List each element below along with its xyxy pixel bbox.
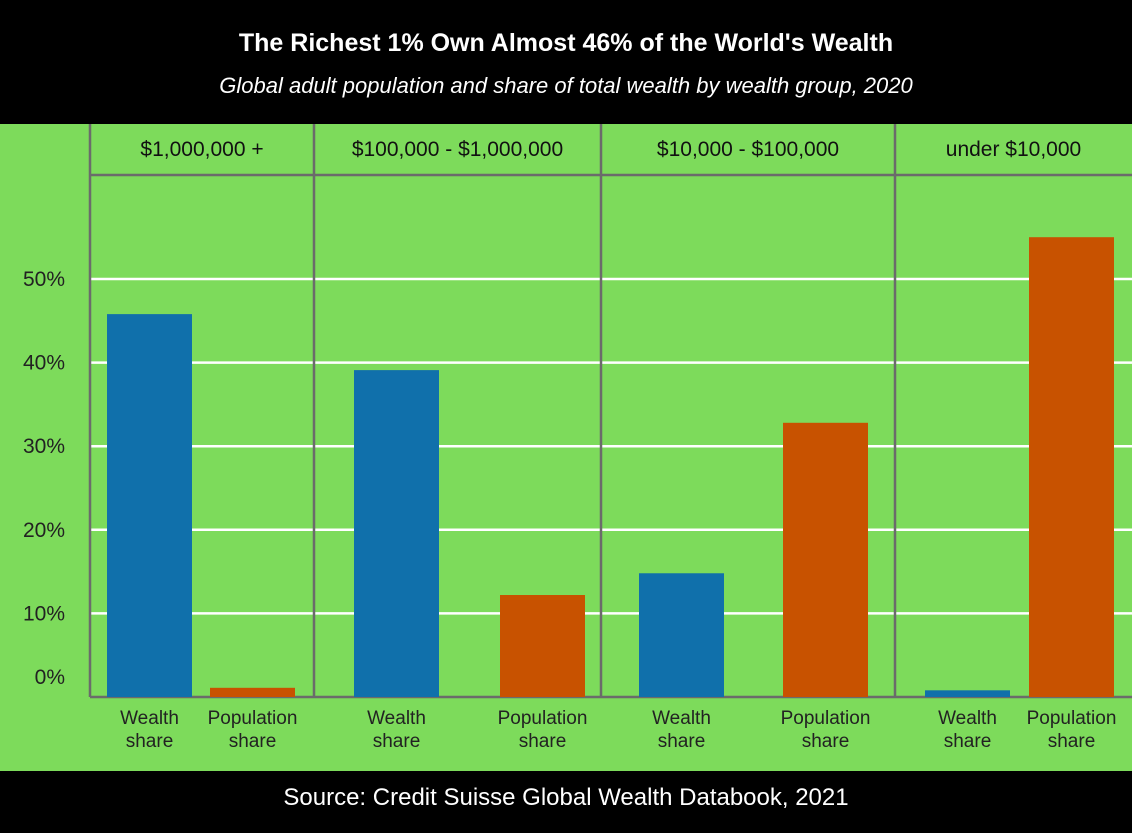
group-label: $1,000,000 + [140,138,263,161]
population-share-bar [500,595,585,697]
bar-category-label: share [229,731,277,752]
y-tick-label: 0% [35,666,65,689]
bar-category-label: share [944,731,992,752]
bar-category-label: share [373,731,421,752]
bar-category-label: share [658,731,706,752]
bar-category-label: Wealth [652,708,711,729]
wealth-share-bar [925,690,1010,697]
population-share-bar [1029,237,1114,697]
chart-title: The Richest 1% Own Almost 46% of the Wor… [238,29,894,57]
population-share-bar [783,422,868,697]
bar-category-label: Population [208,708,298,729]
bar-category-label: Population [498,708,588,729]
chart-subtitle: Global adult population and share of tot… [219,73,913,98]
bar-category-label: share [1048,731,1096,752]
wealth-share-bar [107,314,192,697]
y-tick-label: 10% [23,602,65,625]
bar-category-label: Population [1027,708,1117,729]
group-label: under $10,000 [946,138,1081,161]
group-label: $100,000 - $1,000,000 [352,138,563,161]
y-tick-label: 30% [23,435,65,458]
y-tick-label: 20% [23,519,65,542]
wealth-share-bar [639,573,724,697]
bar-chart: 0% 10% 20% 30% 40% 50% $1,000,000 + $100,000 - … [0,124,1132,771]
y-tick-label: 40% [23,352,65,375]
population-share-bar [210,687,295,697]
chart-source: Source: Credit Suisse Global Wealth Data… [0,771,1132,833]
y-tick-label: 50% [23,268,65,291]
bar-category-label: Wealth [120,708,179,729]
bar-category-label: Wealth [367,708,426,729]
bar-category-label: share [126,731,174,752]
bar-category-label: share [519,731,567,752]
chart-header: The Richest 1% Own Almost 46% of the Wor… [0,0,1132,124]
group-label: $10,000 - $100,000 [657,138,839,161]
bar-category-label: Population [781,708,871,729]
wealth-share-bar [354,370,439,697]
bar-category-label: share [802,731,850,752]
bar-category-label: Wealth [938,708,997,729]
